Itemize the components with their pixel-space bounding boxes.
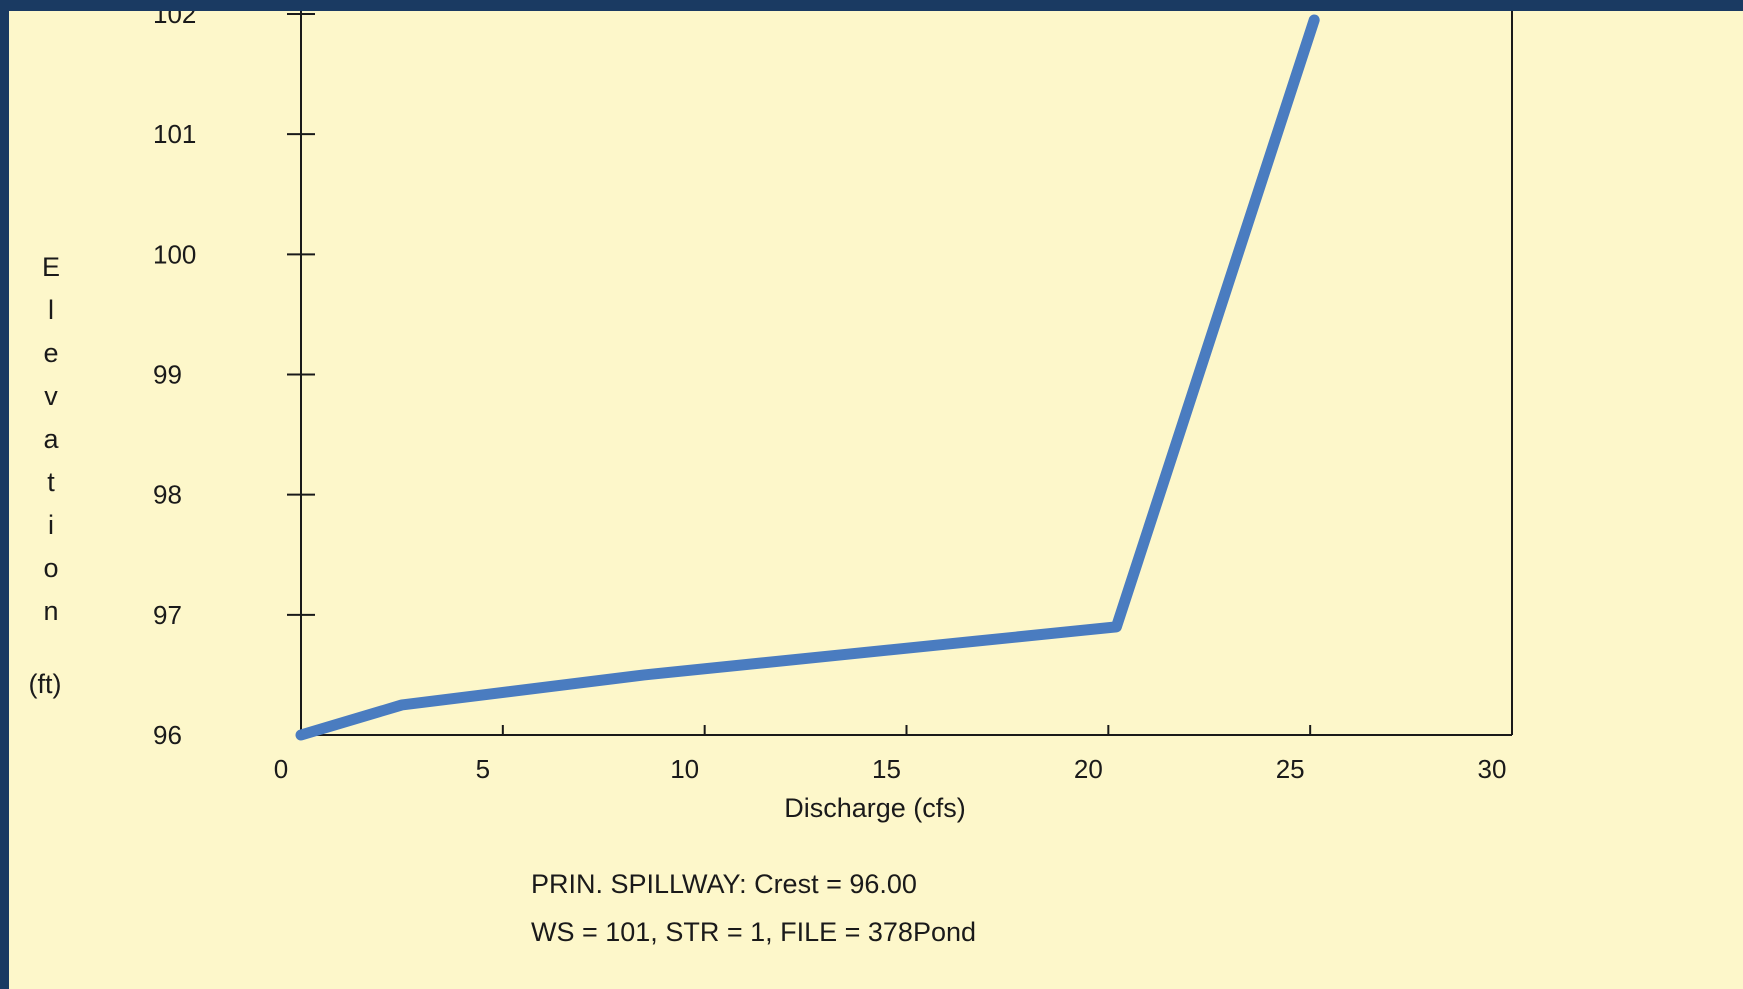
y-tick-label: 101 [153, 119, 196, 149]
y-tick-label: 102 [153, 11, 196, 29]
x-tick-label: 25 [1276, 754, 1305, 784]
x-tick-label: 0 [274, 754, 288, 784]
y-tick-label: 100 [153, 239, 196, 269]
x-tick-label: 10 [670, 754, 699, 784]
y-axis-label-letter: e [43, 338, 58, 368]
series-layer [295, 14, 1320, 741]
axes [300, 11, 1513, 736]
x-tick-label: 15 [872, 754, 901, 784]
y-axis-label-letter: l [48, 295, 54, 325]
tick-labels: 96 97 98 99 100 101 102 0 5 10 15 20 25 30 [153, 11, 1506, 784]
x-tick-label: 20 [1074, 754, 1103, 784]
y-axis-label-letter: a [43, 424, 59, 454]
y-axis-label-letter: v [44, 381, 58, 411]
y-axis-label-letter: E [42, 252, 60, 282]
structure-info-line: WS = 101, STR = 1, FILE = 378Pond [531, 917, 976, 947]
x-tick-label: 5 [476, 754, 490, 784]
y-axis-unit: (ft) [29, 669, 62, 699]
x-axis-label: Discharge (cfs) [784, 793, 966, 823]
y-axis-label-letter: o [43, 553, 58, 583]
y-axis-label-letter: t [47, 467, 55, 497]
y-tick-label: 99 [153, 360, 182, 390]
y-axis-label-letter: i [48, 510, 54, 540]
y-axis-label-letter: n [43, 596, 58, 626]
series-line [295, 14, 1320, 741]
y-tick-label: 98 [153, 480, 182, 510]
y-tick-label: 96 [153, 720, 182, 750]
spillway-info-line: PRIN. SPILLWAY: Crest = 96.00 [531, 869, 917, 899]
y-tick-label: 97 [153, 600, 182, 630]
ticks [287, 13, 1513, 735]
x-tick-label: 30 [1478, 754, 1507, 784]
